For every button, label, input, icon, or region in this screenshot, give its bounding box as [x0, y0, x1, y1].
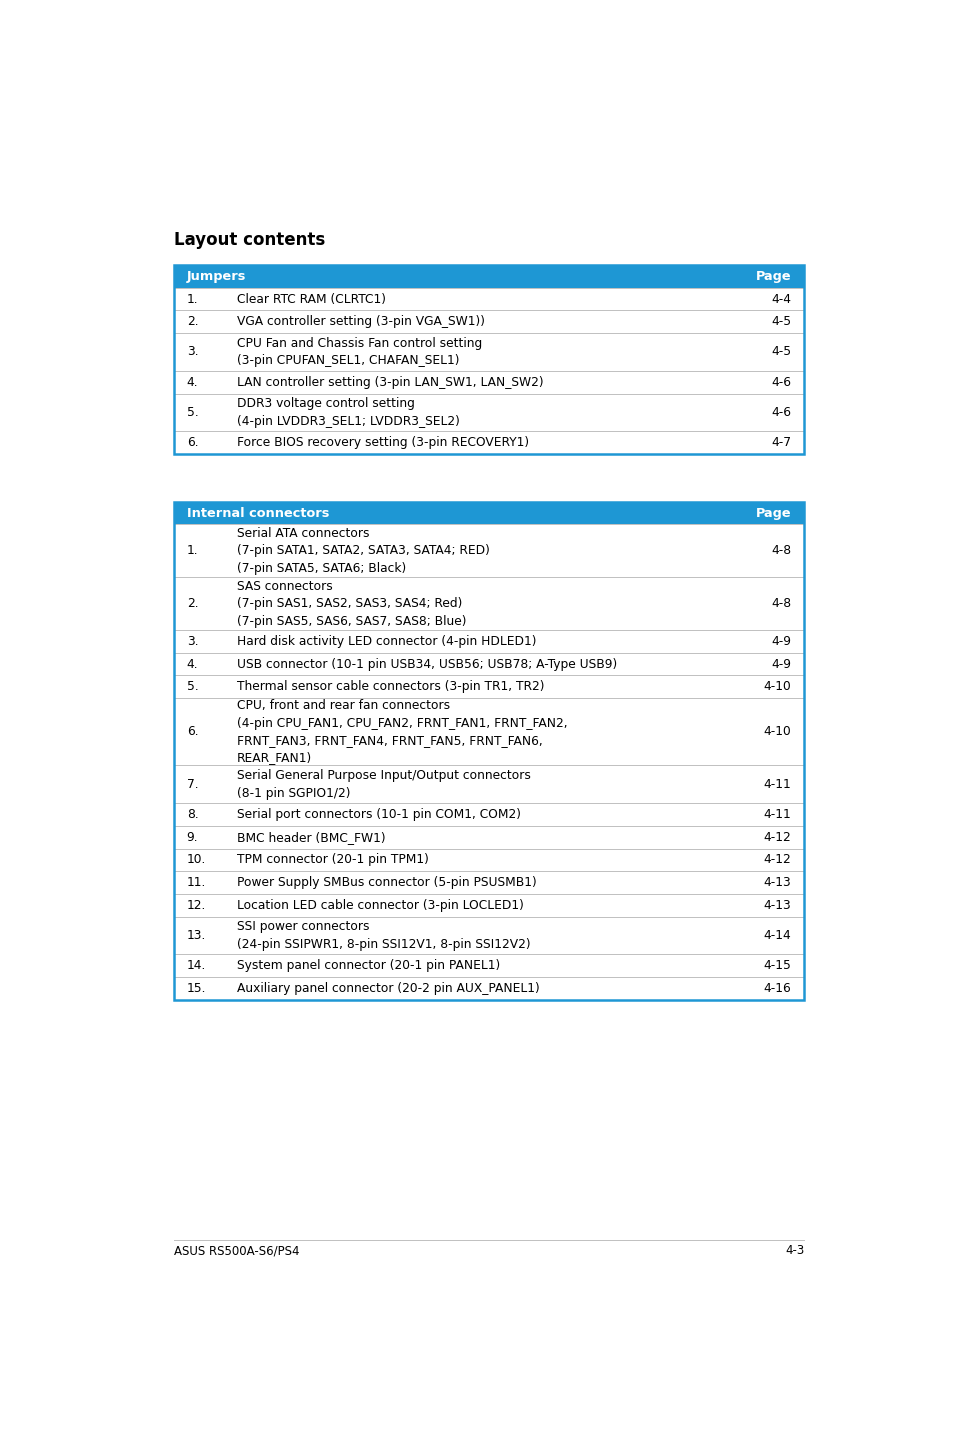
Text: 11.: 11. [187, 876, 206, 889]
Text: 4-6: 4-6 [770, 406, 790, 418]
Bar [173, 502, 803, 525]
Text: 4-12: 4-12 [762, 854, 790, 867]
Text: Power Supply SMBus connector (5-pin PSUSMB1): Power Supply SMBus connector (5-pin PSUS… [236, 876, 537, 889]
Bar [173, 288, 803, 311]
Bar [173, 917, 803, 955]
Text: Location LED cable connector (3-pin LOCLED1): Location LED cable connector (3-pin LOCL… [236, 899, 523, 912]
Text: 4-5: 4-5 [770, 345, 790, 358]
Bar [173, 525, 803, 577]
Text: 2.: 2. [187, 315, 198, 328]
Text: 4.: 4. [187, 657, 198, 670]
Text: USB connector (10-1 pin USB34, USB56; USB78; A-Type USB9): USB connector (10-1 pin USB34, USB56; US… [236, 657, 617, 670]
Bar [173, 955, 803, 978]
Bar [173, 978, 803, 999]
Text: 4-3: 4-3 [784, 1244, 803, 1257]
Text: 4-10: 4-10 [762, 725, 790, 738]
Bar [173, 265, 803, 288]
Text: 3.: 3. [187, 345, 198, 358]
Text: TPM connector (20-1 pin TPM1): TPM connector (20-1 pin TPM1) [236, 854, 429, 867]
Text: 4-11: 4-11 [762, 808, 790, 821]
Bar [173, 502, 803, 999]
Text: Serial General Purpose Input/Output connectors
(8-1 pin SGPIO1/2): Serial General Purpose Input/Output conn… [236, 769, 531, 800]
Text: 10.: 10. [187, 854, 206, 867]
Text: LAN controller setting (3-pin LAN_SW1, LAN_SW2): LAN controller setting (3-pin LAN_SW1, L… [236, 375, 543, 388]
Text: 1.: 1. [187, 292, 198, 305]
Text: 4-8: 4-8 [770, 545, 790, 558]
Bar [173, 653, 803, 676]
Text: 6.: 6. [187, 725, 198, 738]
Text: 1.: 1. [187, 545, 198, 558]
Text: 4-8: 4-8 [770, 597, 790, 610]
Text: 4-11: 4-11 [762, 778, 790, 791]
Bar [173, 676, 803, 697]
Bar [173, 431, 803, 454]
Text: 14.: 14. [187, 959, 206, 972]
Bar [173, 871, 803, 894]
Text: 5.: 5. [187, 680, 198, 693]
Text: Layout contents: Layout contents [173, 232, 324, 249]
Text: 4.: 4. [187, 375, 198, 388]
Text: 4-13: 4-13 [762, 899, 790, 912]
Bar [173, 265, 803, 454]
Text: 4-13: 4-13 [762, 876, 790, 889]
Bar [173, 371, 803, 394]
Text: 4-16: 4-16 [762, 982, 790, 995]
Text: Thermal sensor cable connectors (3-pin TR1, TR2): Thermal sensor cable connectors (3-pin T… [236, 680, 544, 693]
Bar [173, 825, 803, 848]
Bar [173, 894, 803, 917]
Text: 4-4: 4-4 [770, 292, 790, 305]
Text: CPU, front and rear fan connectors
(4-pin CPU_FAN1, CPU_FAN2, FRNT_FAN1, FRNT_FA: CPU, front and rear fan connectors (4-pi… [236, 699, 567, 765]
Text: 9.: 9. [187, 831, 198, 844]
Text: 4-12: 4-12 [762, 831, 790, 844]
Text: 4-10: 4-10 [762, 680, 790, 693]
Text: Force BIOS recovery setting (3-pin RECOVERY1): Force BIOS recovery setting (3-pin RECOV… [236, 436, 529, 449]
Text: Serial port connectors (10-1 pin COM1, COM2): Serial port connectors (10-1 pin COM1, C… [236, 808, 520, 821]
Bar [173, 630, 803, 653]
Text: VGA controller setting (3-pin VGA_SW1)): VGA controller setting (3-pin VGA_SW1)) [236, 315, 484, 328]
Text: 4-14: 4-14 [762, 929, 790, 942]
Text: 5.: 5. [187, 406, 198, 418]
Text: 4-15: 4-15 [762, 959, 790, 972]
Text: 4-5: 4-5 [770, 315, 790, 328]
Text: 3.: 3. [187, 634, 198, 647]
Text: CPU Fan and Chassis Fan control setting
(3-pin CPUFAN_SEL1, CHAFAN_SEL1): CPU Fan and Chassis Fan control setting … [236, 336, 482, 367]
Bar [173, 697, 803, 765]
Text: Auxiliary panel connector (20-2 pin AUX_PANEL1): Auxiliary panel connector (20-2 pin AUX_… [236, 982, 539, 995]
Text: Page: Page [755, 506, 790, 519]
Bar [173, 804, 803, 825]
Text: 6.: 6. [187, 436, 198, 449]
Text: Serial ATA connectors
(7-pin SATA1, SATA2, SATA3, SATA4; RED)
(7-pin SATA5, SATA: Serial ATA connectors (7-pin SATA1, SATA… [236, 526, 490, 575]
Text: 4-9: 4-9 [770, 634, 790, 647]
Text: Hard disk activity LED connector (4-pin HDLED1): Hard disk activity LED connector (4-pin … [236, 634, 536, 647]
Text: 4-9: 4-9 [770, 657, 790, 670]
Text: SSI power connectors
(24-pin SSIPWR1, 8-pin SSI12V1, 8-pin SSI12V2): SSI power connectors (24-pin SSIPWR1, 8-… [236, 920, 530, 951]
Text: ASUS RS500A-S6/PS4: ASUS RS500A-S6/PS4 [173, 1244, 298, 1257]
Text: Clear RTC RAM (CLRTC1): Clear RTC RAM (CLRTC1) [236, 292, 386, 305]
Text: 7.: 7. [187, 778, 198, 791]
Bar [173, 394, 803, 431]
Text: Jumpers: Jumpers [187, 270, 246, 283]
Text: 12.: 12. [187, 899, 206, 912]
Text: BMC header (BMC_FW1): BMC header (BMC_FW1) [236, 831, 385, 844]
Bar [173, 765, 803, 804]
Text: 4-6: 4-6 [770, 375, 790, 388]
Bar [173, 311, 803, 334]
Text: SAS connectors
(7-pin SAS1, SAS2, SAS3, SAS4; Red)
(7-pin SAS5, SAS6, SAS7, SAS8: SAS connectors (7-pin SAS1, SAS2, SAS3, … [236, 580, 466, 627]
Text: Page: Page [755, 270, 790, 283]
Text: System panel connector (20-1 pin PANEL1): System panel connector (20-1 pin PANEL1) [236, 959, 499, 972]
Text: DDR3 voltage control setting
(4-pin LVDDR3_SEL1; LVDDR3_SEL2): DDR3 voltage control setting (4-pin LVDD… [236, 397, 459, 427]
Text: 4-7: 4-7 [770, 436, 790, 449]
Text: 15.: 15. [187, 982, 206, 995]
Text: 13.: 13. [187, 929, 206, 942]
Bar [173, 334, 803, 371]
Text: 2.: 2. [187, 597, 198, 610]
Text: 8.: 8. [187, 808, 198, 821]
Bar [173, 577, 803, 630]
Text: Internal connectors: Internal connectors [187, 506, 329, 519]
Bar [173, 848, 803, 871]
